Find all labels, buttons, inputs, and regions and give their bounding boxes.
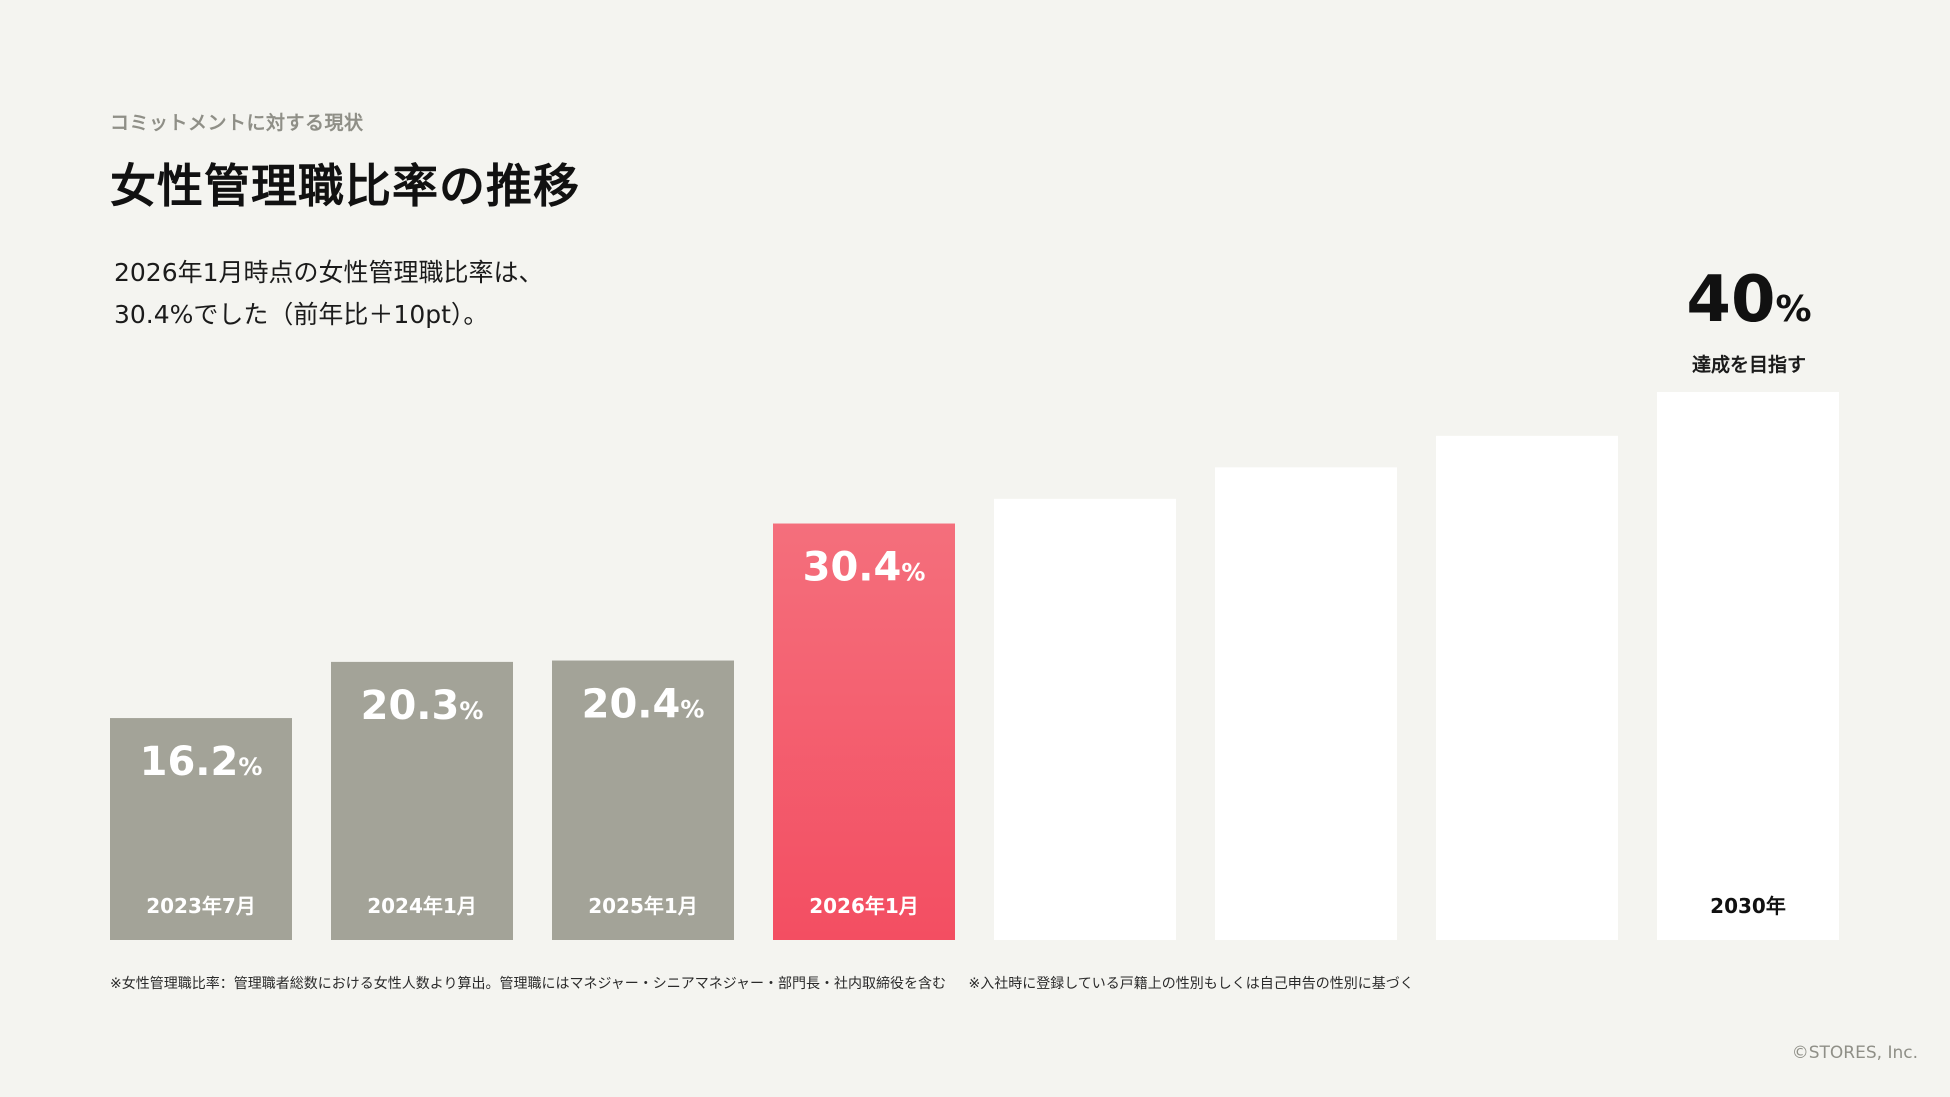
- goal-number: 40: [1686, 263, 1776, 337]
- summary-text: 2026年1月時点の女性管理職比率は、 30.4%でした（前年比＋10pt）。: [114, 252, 544, 336]
- bar-8: [1657, 392, 1839, 940]
- footnote-gender-basis: ※入社時に登録している戸籍上の性別もしくは自己申告の性別に基づく: [968, 976, 1414, 992]
- section-eyebrow: コミットメントに対する現状: [110, 112, 364, 134]
- summary-line-2: 30.4%でした（前年比＋10pt）。: [114, 300, 489, 329]
- bar-value-label: 20.3%: [361, 683, 484, 729]
- bar-7: [1436, 435, 1618, 940]
- footnote-definition: ※女性管理職比率：管理職者総数における女性人数より算出。管理職にはマネジャー・シ…: [110, 976, 947, 992]
- goal-unit: %: [1775, 289, 1812, 330]
- bar-3: [552, 660, 734, 940]
- bar-category-label: 2025年1月: [588, 894, 698, 918]
- bar-value-label: 30.4%: [803, 545, 926, 591]
- summary-line-1: 2026年1月時点の女性管理職比率は、: [114, 258, 544, 287]
- bar-5: [994, 498, 1176, 940]
- bar-value-label: 16.2%: [140, 739, 263, 785]
- goal-value: 40%: [1658, 262, 1840, 348]
- bar-1: [110, 718, 292, 940]
- goal-callout: 40% 達成を目指す: [1658, 262, 1840, 377]
- footnote: ※女性管理職比率：管理職者総数における女性人数より算出。管理職にはマネジャー・シ…: [110, 973, 1414, 993]
- bar-value-label: 20.4%: [582, 682, 705, 728]
- bar-2: [331, 661, 513, 940]
- copyright: ©STORES, Inc.: [1791, 1043, 1918, 1063]
- bar-category-label: 2026年1月: [809, 894, 919, 918]
- goal-caption: 達成を目指す: [1691, 354, 1806, 376]
- bar-category-label: 2023年7月: [146, 894, 256, 918]
- bar-category-label: 2024年1月: [367, 894, 477, 918]
- bar-6: [1215, 467, 1397, 940]
- bar-category-label: 2030年: [1710, 894, 1786, 918]
- page-title: 女性管理職比率の推移: [110, 159, 580, 213]
- bar-group: 16.2% 2023年7月 20.3% 2024年1月 20.4% 2025年1月 30.4…: [110, 392, 1839, 940]
- bar-4: [773, 523, 955, 940]
